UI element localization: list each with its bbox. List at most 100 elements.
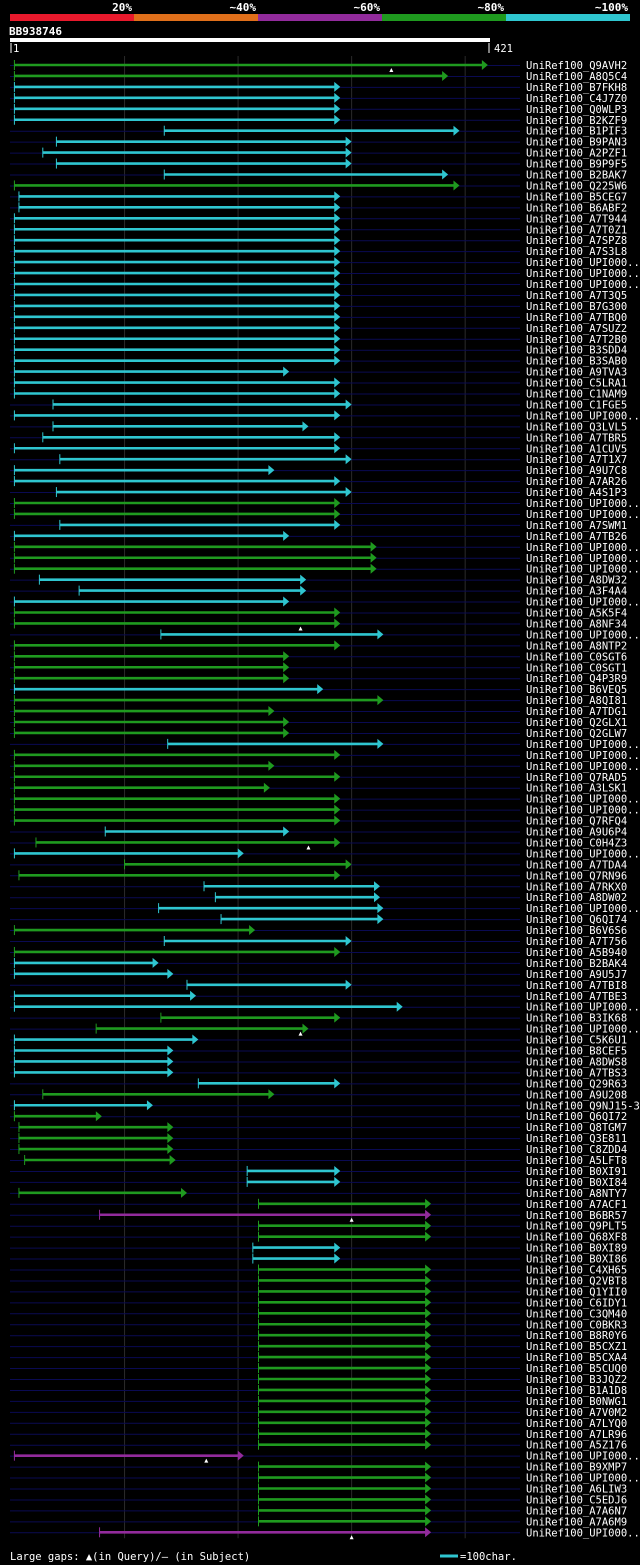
hit-label[interactable]: UniRef100_A7T2B0 bbox=[526, 334, 627, 346]
hit-label[interactable]: UniRef100_Q2GLX1 bbox=[526, 717, 627, 729]
hit-label[interactable]: UniRef100_A7T944 bbox=[526, 213, 627, 225]
hit-row[interactable]: UniRef100_A7RKX0 bbox=[10, 881, 627, 893]
hit-label[interactable]: UniRef100_UPI000.. bbox=[526, 564, 640, 576]
hit-row[interactable]: UniRef100_Q1YII0 bbox=[10, 1286, 627, 1298]
hit-label[interactable]: UniRef100_A7TDG1 bbox=[526, 706, 627, 718]
hit-label[interactable]: UniRef100_A7TB26 bbox=[526, 531, 627, 543]
hit-row[interactable]: UniRef100_B9P9F5 bbox=[10, 158, 627, 171]
hit-row[interactable]: UniRef100_UPI000.. bbox=[10, 257, 640, 269]
hit-row[interactable]: UniRef100_B5CUQ0 bbox=[10, 1363, 627, 1375]
hit-row[interactable]: UniRef100_B2BAK4 bbox=[10, 957, 627, 970]
hit-row[interactable]: UniRef100_UPI000.. bbox=[10, 1023, 640, 1036]
hit-row[interactable]: UniRef100_B3JQZ2 bbox=[10, 1374, 627, 1386]
hit-label[interactable]: UniRef100_C4XH65 bbox=[526, 1265, 627, 1277]
hit-label[interactable]: UniRef100_A7SUZ2 bbox=[526, 323, 627, 335]
hit-row[interactable]: UniRef100_A7A6N7 bbox=[10, 1505, 627, 1517]
hit-row[interactable]: UniRef100_Q7RN96 bbox=[10, 870, 627, 882]
hit-row[interactable]: UniRef100_A5Z176 bbox=[10, 1439, 627, 1452]
hit-row[interactable]: UniRef100_C5K6U1 bbox=[10, 1034, 627, 1047]
hit-label[interactable]: UniRef100_Q3LVL5 bbox=[526, 421, 627, 433]
hit-row[interactable]: UniRef100_UPI000.. bbox=[10, 541, 640, 554]
hit-label[interactable]: UniRef100_A6LIW3 bbox=[526, 1484, 627, 1496]
hit-row[interactable]: UniRef100_A7TB26 bbox=[10, 530, 627, 543]
hit-row[interactable]: UniRef100_UPI000.. bbox=[10, 596, 640, 609]
hit-label[interactable]: UniRef100_UPI000.. bbox=[526, 805, 640, 817]
hit-label[interactable]: UniRef100_A7TBE3 bbox=[526, 991, 627, 1003]
hit-label[interactable]: UniRef100_Q7RAD5 bbox=[526, 772, 627, 784]
hit-row[interactable]: UniRef100_C4J7Z0 bbox=[10, 92, 627, 105]
hit-row[interactable]: UniRef100_A7A6M9 bbox=[10, 1516, 627, 1528]
hit-label[interactable]: UniRef100_Q4P3R9 bbox=[526, 673, 627, 685]
hit-label[interactable]: UniRef100_A9U5J7 bbox=[526, 969, 627, 981]
hit-label[interactable]: UniRef100_B6ABF2 bbox=[526, 202, 627, 214]
hit-label[interactable]: UniRef100_B0XI84 bbox=[526, 1177, 627, 1189]
hit-label[interactable]: UniRef100_UPI000.. bbox=[526, 498, 640, 510]
hit-row[interactable]: UniRef100_Q7RAD5 bbox=[10, 771, 627, 784]
hit-label[interactable]: UniRef100_UPI000.. bbox=[526, 279, 640, 291]
hit-label[interactable]: UniRef100_C5K6U1 bbox=[526, 1035, 627, 1047]
hit-label[interactable]: UniRef100_Q68XF8 bbox=[526, 1232, 627, 1244]
hit-label[interactable]: UniRef100_B5CXZ1 bbox=[526, 1341, 627, 1353]
hit-label[interactable]: UniRef100_Q9AVH2 bbox=[526, 60, 627, 72]
hit-row[interactable]: UniRef100_C5EDJ6 bbox=[10, 1494, 627, 1506]
hit-label[interactable]: UniRef100_A7TBS3 bbox=[526, 1067, 627, 1079]
hit-label[interactable]: UniRef100_A8NTY7 bbox=[526, 1188, 627, 1200]
hit-row[interactable]: UniRef100_C1NAM9 bbox=[10, 388, 627, 401]
hit-label[interactable]: UniRef100_B0NWG1 bbox=[526, 1396, 627, 1408]
hit-label[interactable]: UniRef100_Q1YII0 bbox=[526, 1286, 627, 1298]
hit-row[interactable]: UniRef100_A7AR26 bbox=[10, 476, 627, 488]
hit-label[interactable]: UniRef100_A7TBI8 bbox=[526, 980, 627, 992]
hit-label[interactable]: UniRef100_A8NF34 bbox=[526, 618, 627, 630]
hit-label[interactable]: UniRef100_Q225W6 bbox=[526, 180, 627, 192]
hit-row[interactable]: UniRef100_B0XI84 bbox=[10, 1176, 627, 1189]
hit-row[interactable]: UniRef100_B9PAN3 bbox=[10, 136, 627, 149]
hit-row[interactable]: UniRef100_A7S3L8 bbox=[10, 246, 627, 258]
hit-row[interactable]: UniRef100_UPI000.. bbox=[10, 552, 640, 565]
hit-row[interactable]: UniRef100_UPI000.. bbox=[10, 268, 640, 280]
hit-row[interactable]: UniRef100_Q8TGM7 bbox=[10, 1122, 627, 1134]
hit-label[interactable]: UniRef100_B8CEF5 bbox=[526, 1046, 627, 1058]
hit-label[interactable]: UniRef100_B8R0Y6 bbox=[526, 1330, 627, 1342]
hit-row[interactable]: UniRef100_A8NTY7 bbox=[10, 1187, 627, 1200]
hit-row[interactable]: UniRef100_UPI000.. bbox=[10, 848, 640, 860]
hit-row[interactable]: UniRef100_UPI000.. bbox=[10, 410, 640, 422]
hit-label[interactable]: UniRef100_A9U7C8 bbox=[526, 465, 627, 477]
hit-row[interactable]: UniRef100_Q2VBT8 bbox=[10, 1275, 627, 1287]
hit-label[interactable]: UniRef100_C3QM40 bbox=[526, 1308, 627, 1320]
hit-label[interactable]: UniRef100_B7G300 bbox=[526, 301, 627, 313]
hit-row[interactable]: UniRef100_A7TBI8 bbox=[10, 979, 627, 992]
hit-label[interactable]: UniRef100_A7TBR5 bbox=[526, 432, 627, 444]
hit-row[interactable]: UniRef100_B3SAB0 bbox=[10, 355, 627, 368]
hit-row[interactable]: UniRef100_B6V6S6 bbox=[10, 925, 627, 937]
hit-row[interactable]: UniRef100_Q68XF8 bbox=[10, 1231, 627, 1244]
hit-row[interactable]: UniRef100_UPI000.. bbox=[10, 738, 640, 751]
hit-row[interactable]: UniRef100_UPI000.. bbox=[10, 1001, 640, 1014]
hit-label[interactable]: UniRef100_UPI000.. bbox=[526, 257, 640, 269]
hit-row[interactable]: UniRef100_A7T756 bbox=[10, 936, 627, 948]
hit-label[interactable]: UniRef100_Q3E811 bbox=[526, 1133, 627, 1145]
hit-label[interactable]: UniRef100_UPI000.. bbox=[526, 268, 640, 280]
hit-label[interactable]: UniRef100_A2PZF1 bbox=[526, 148, 627, 160]
hit-label[interactable]: UniRef100_B3JQZ2 bbox=[526, 1374, 627, 1386]
hit-label[interactable]: UniRef100_A8DW02 bbox=[526, 892, 627, 904]
hit-label[interactable]: UniRef100_A7V0M2 bbox=[526, 1407, 627, 1419]
hit-row[interactable]: UniRef100_UPI000.. bbox=[10, 498, 640, 510]
hit-label[interactable]: UniRef100_C0SGT1 bbox=[526, 662, 627, 674]
hit-row[interactable]: UniRef100_A9U208 bbox=[10, 1089, 627, 1101]
hit-label[interactable]: UniRef100_B6BR57 bbox=[526, 1210, 627, 1222]
hit-label[interactable]: UniRef100_B9PAN3 bbox=[526, 137, 627, 149]
hit-label[interactable]: UniRef100_B6VEQ5 bbox=[526, 684, 627, 696]
hit-row[interactable]: UniRef100_B2BAK7 bbox=[10, 169, 627, 182]
hit-label[interactable]: UniRef100_B2BAK7 bbox=[526, 170, 627, 182]
hit-label[interactable]: UniRef100_A7AR26 bbox=[526, 476, 627, 488]
hit-row[interactable]: UniRef100_A8NTP2 bbox=[10, 640, 627, 652]
hit-label[interactable]: UniRef100_C4J7Z0 bbox=[526, 93, 627, 105]
hit-row[interactable]: UniRef100_A7TBQ0 bbox=[10, 311, 627, 324]
hit-row[interactable]: UniRef100_UPI000.. bbox=[10, 1527, 640, 1540]
hit-row[interactable]: UniRef100_A7SPZ8 bbox=[10, 235, 627, 247]
hit-row[interactable]: UniRef100_A7TBR5 bbox=[10, 432, 627, 444]
hit-row[interactable]: UniRef100_C8ZDD4 bbox=[10, 1144, 627, 1156]
hit-row[interactable]: UniRef100_Q2GLW7 bbox=[10, 727, 627, 740]
hit-label[interactable]: UniRef100_C5EDJ6 bbox=[526, 1494, 627, 1506]
hit-label[interactable]: UniRef100_UPI000.. bbox=[526, 903, 640, 915]
